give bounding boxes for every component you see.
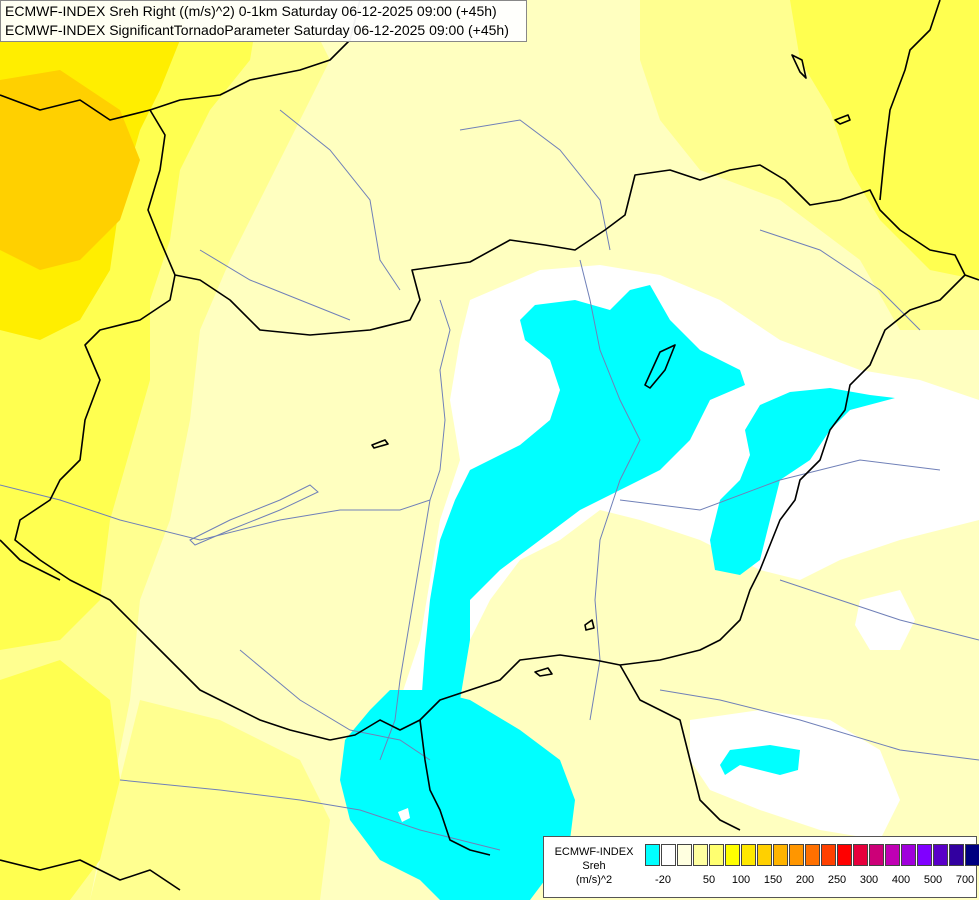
border-island-1 xyxy=(644,344,676,389)
legend-tick: 100 xyxy=(731,874,751,886)
legend-swatch xyxy=(693,844,708,866)
legend-swatch xyxy=(821,844,836,866)
river-east-2 xyxy=(779,579,979,641)
legend-swatch xyxy=(837,844,852,866)
legend-swatch xyxy=(901,844,916,866)
river-north-1 xyxy=(279,109,401,291)
field-yellow-northeast xyxy=(790,0,979,280)
legend-swatch xyxy=(885,844,900,866)
legend-swatch xyxy=(805,844,820,866)
map-title-panel: ECMWF-INDEX Sreh Right ((m/s)^2) 0-1km S… xyxy=(0,0,527,42)
legend-tick: 500 xyxy=(923,874,943,886)
river-east-3 xyxy=(659,689,979,761)
border-west xyxy=(14,274,331,741)
border-island-5 xyxy=(534,667,553,677)
border-north-upper xyxy=(149,0,361,111)
legend-tick: 250 xyxy=(827,874,847,886)
legend-model-label: ECMWF-INDEX xyxy=(554,846,634,858)
field-light-yellow-south xyxy=(90,700,330,900)
field-gold-northwest xyxy=(0,70,140,270)
river-tisza xyxy=(579,259,641,721)
border-south-1 xyxy=(419,719,491,856)
river-danube xyxy=(0,299,451,541)
field-cyan-central xyxy=(420,285,745,760)
river-west-lake xyxy=(189,484,319,546)
legend-swatch xyxy=(773,844,788,866)
legend-swatch xyxy=(949,844,964,866)
field-cyan-east xyxy=(710,388,895,575)
legend-swatch xyxy=(965,844,979,866)
legend: ECMWF-INDEX Sreh (m/s)^2 -20 50 100 150 200 2… xyxy=(543,836,979,898)
legend-tick: 400 xyxy=(891,874,911,886)
legend-tick: 50 xyxy=(702,874,716,886)
legend-swatch xyxy=(709,844,724,866)
border-south-2 xyxy=(619,664,741,831)
rivers xyxy=(0,109,979,851)
river-north-2 xyxy=(459,119,611,251)
river-east-4 xyxy=(619,459,941,511)
river-sava xyxy=(119,779,501,851)
legend-parameter-label: Sreh xyxy=(582,860,606,872)
map-title-sreh: ECMWF-INDEX Sreh Right ((m/s)^2) 0-1km S… xyxy=(5,3,497,19)
border-island-4 xyxy=(584,619,595,631)
legend-tick: 200 xyxy=(795,874,815,886)
border-east xyxy=(329,274,966,741)
river-drava xyxy=(239,649,431,761)
legend-swatch xyxy=(645,844,660,866)
legend-swatch xyxy=(789,844,804,866)
legend-swatch xyxy=(757,844,772,866)
legend-tick: 300 xyxy=(859,874,879,886)
river-north-3 xyxy=(199,249,351,321)
border-southwest xyxy=(0,539,61,581)
border-northeast xyxy=(879,0,941,201)
legend-swatch xyxy=(869,844,884,866)
legend-swatch xyxy=(677,844,692,866)
legend-swatch xyxy=(741,844,756,866)
legend-swatch xyxy=(917,844,932,866)
legend-swatch xyxy=(933,844,948,866)
legend-unit-label: (m/s)^2 xyxy=(575,874,613,886)
border-south-3 xyxy=(0,859,181,891)
legend-caption: ECMWF-INDEX Sreh (m/s)^2 xyxy=(546,845,642,887)
field-white-hole-south xyxy=(398,808,410,822)
field-white-east-blob xyxy=(855,590,915,650)
river-east-1 xyxy=(759,229,921,331)
legend-swatch xyxy=(661,844,676,866)
border-lake-1 xyxy=(371,439,389,449)
map-title-stp: ECMWF-INDEX SignificantTornadoParameter … xyxy=(5,22,509,38)
border-island-3 xyxy=(791,54,807,79)
legend-color-scale xyxy=(645,844,979,866)
field-yellow-southwest xyxy=(0,660,120,900)
field-white-southeast xyxy=(690,710,900,840)
legend-tick: 150 xyxy=(763,874,783,886)
field-cyan-south xyxy=(340,690,575,900)
legend-tick-labels: -20 50 100 150 200 250 300 400 500 700 xyxy=(645,874,975,890)
border-north xyxy=(0,94,979,336)
border-island-2 xyxy=(834,114,851,125)
legend-swatch xyxy=(725,844,740,866)
field-cyan-southeast-blob xyxy=(720,745,800,775)
legend-tick: -20 xyxy=(655,874,671,886)
legend-swatch xyxy=(853,844,868,866)
legend-tick: 700 xyxy=(955,874,975,886)
